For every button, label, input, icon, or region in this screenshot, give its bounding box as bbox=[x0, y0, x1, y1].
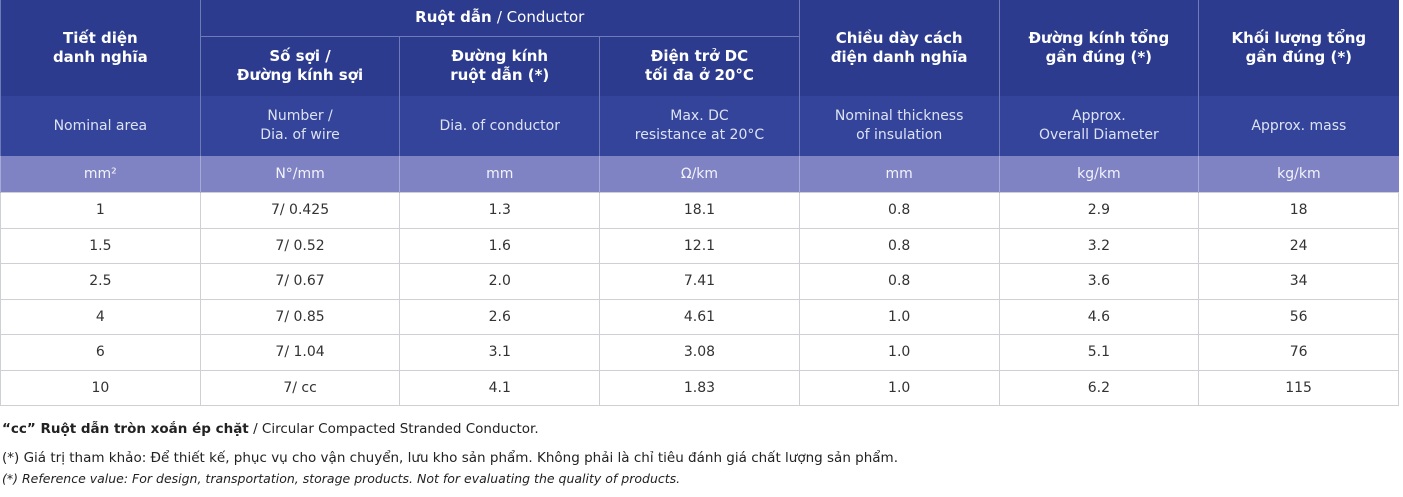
cell: 1.0 bbox=[798, 369, 1000, 406]
column-english: Nominal thickness of insulation bbox=[798, 96, 1000, 156]
column-unit: mm² bbox=[0, 156, 201, 193]
column-english: Nominal area bbox=[0, 96, 201, 156]
cell: 7/ 0.67 bbox=[199, 263, 401, 300]
english-row: Nominal area Number / Dia. of wire Dia. of… bbox=[0, 96, 1399, 156]
note-cc-rest: / Circular Compacted Stranded Conductor. bbox=[253, 421, 539, 437]
cell: 1 bbox=[0, 192, 201, 229]
cell: 76 bbox=[1198, 334, 1399, 371]
cell: 18.1 bbox=[599, 192, 800, 229]
cell: 1.0 bbox=[798, 334, 1000, 371]
cell: 4.61 bbox=[599, 298, 800, 335]
note-vi: (*) Giá trị tham khảo: Để thiết kế, phục… bbox=[2, 450, 899, 466]
group-header: Ruột dẫn / Conductor bbox=[199, 0, 800, 37]
cell: 10 bbox=[0, 369, 201, 406]
cell: 12.1 bbox=[599, 227, 800, 264]
cell: 3.2 bbox=[998, 227, 1200, 264]
cell: 18 bbox=[1198, 192, 1399, 229]
cell: 1.83 bbox=[599, 369, 800, 406]
cell: 2.6 bbox=[399, 298, 601, 335]
cell: 6 bbox=[0, 334, 201, 371]
cell: 3.08 bbox=[599, 334, 800, 371]
cell: 3.1 bbox=[399, 334, 601, 371]
data-row: 2.5 7/ 0.67 2.0 7.41 0.8 3.6 34 bbox=[0, 263, 1399, 300]
column-unit: N°/mm bbox=[199, 156, 400, 193]
column-english: Max. DC resistance at 20°C bbox=[599, 96, 800, 156]
column-english: Number / Dia. of wire bbox=[199, 96, 400, 156]
column-unit: mm bbox=[399, 156, 600, 193]
cell: 1.3 bbox=[399, 192, 601, 229]
column-unit: Ω/km bbox=[599, 156, 800, 193]
cell: 2.9 bbox=[998, 192, 1200, 229]
data-row: 1 7/ 0.425 1.3 18.1 0.8 2.9 18 bbox=[0, 192, 1399, 229]
cell: 7/ 0.425 bbox=[199, 192, 401, 229]
cell: 56 bbox=[1198, 298, 1399, 335]
column-header: Chiều dày cách điện danh nghĩa bbox=[798, 0, 1000, 96]
column-header: Đường kính tổng gần đúng (*) bbox=[998, 0, 1199, 96]
cell: 3.6 bbox=[998, 263, 1200, 300]
cell: 2.5 bbox=[0, 263, 201, 300]
cell: 5.1 bbox=[998, 334, 1200, 371]
group-rest: / Conductor bbox=[496, 8, 585, 27]
column-unit: mm bbox=[798, 156, 1000, 193]
data-row: 1.5 7/ 0.52 1.6 12.1 0.8 3.2 24 bbox=[0, 227, 1399, 264]
column-header: Tiết diện danh nghĩa bbox=[0, 0, 201, 96]
cell: 1.0 bbox=[798, 298, 1000, 335]
cell: 7/ cc bbox=[199, 369, 401, 406]
note-en: (*) Reference value: For design, transpo… bbox=[2, 471, 681, 486]
column-english: Approx. mass bbox=[1198, 96, 1399, 156]
note-cc: “cc” Ruột dẫn tròn xoắn ép chặt / Circul… bbox=[2, 421, 539, 437]
cell: 115 bbox=[1198, 369, 1399, 406]
spec-table: Tiết diện danh nghĩa Ruột dẫn / Conductor… bbox=[0, 0, 1399, 406]
data-row: 4 7/ 0.85 2.6 4.61 1.0 4.6 56 bbox=[0, 298, 1399, 335]
column-unit: kg/km bbox=[1198, 156, 1399, 193]
cell: 4 bbox=[0, 298, 201, 335]
cell: 6.2 bbox=[998, 369, 1200, 406]
column-header: Số sợi / Đường kính sợi bbox=[199, 36, 400, 96]
header-row: Số sợi / Đường kính sợi Đường kính ruột d… bbox=[1, 36, 1399, 96]
data-row: 6 7/ 1.04 3.1 3.08 1.0 5.1 76 bbox=[0, 334, 1399, 371]
unit-row: mm² N°/mm mm Ω/km mm kg/km kg/km bbox=[0, 156, 1399, 193]
cell: 7/ 0.52 bbox=[199, 227, 401, 264]
column-header: Khối lượng tổng gần đúng (*) bbox=[1198, 0, 1399, 96]
header-row: Tiết diện danh nghĩa Ruột dẫn / Conductor… bbox=[0, 0, 1399, 96]
column-english: Dia. of conductor bbox=[399, 96, 600, 156]
data-row: 10 7/ cc 4.1 1.83 1.0 6.2 115 bbox=[0, 369, 1399, 406]
cell: 24 bbox=[1198, 227, 1399, 264]
column-header: Đường kính ruột dẫn (*) bbox=[399, 36, 600, 96]
cell: 7/ 1.04 bbox=[199, 334, 401, 371]
cell: 4.6 bbox=[998, 298, 1200, 335]
cell: 0.8 bbox=[798, 227, 1000, 264]
cell: 0.8 bbox=[798, 263, 1000, 300]
cell: 7/ 0.85 bbox=[199, 298, 401, 335]
cell: 1.6 bbox=[399, 227, 601, 264]
cell: 1.5 bbox=[0, 227, 201, 264]
cell: 2.0 bbox=[399, 263, 601, 300]
note-cc-bold: “cc” Ruột dẫn tròn xoắn ép chặt bbox=[2, 421, 249, 437]
group-bold: Ruột dẫn bbox=[415, 8, 492, 27]
cell: 4.1 bbox=[399, 369, 601, 406]
column-english: Approx. Overall Diameter bbox=[998, 96, 1199, 156]
cell: 0.8 bbox=[798, 192, 1000, 229]
column-header: Điện trở DC tối đa ở 20°C bbox=[599, 36, 800, 96]
cell: 7.41 bbox=[599, 263, 800, 300]
column-unit: kg/km bbox=[998, 156, 1199, 193]
cell: 34 bbox=[1198, 263, 1399, 300]
